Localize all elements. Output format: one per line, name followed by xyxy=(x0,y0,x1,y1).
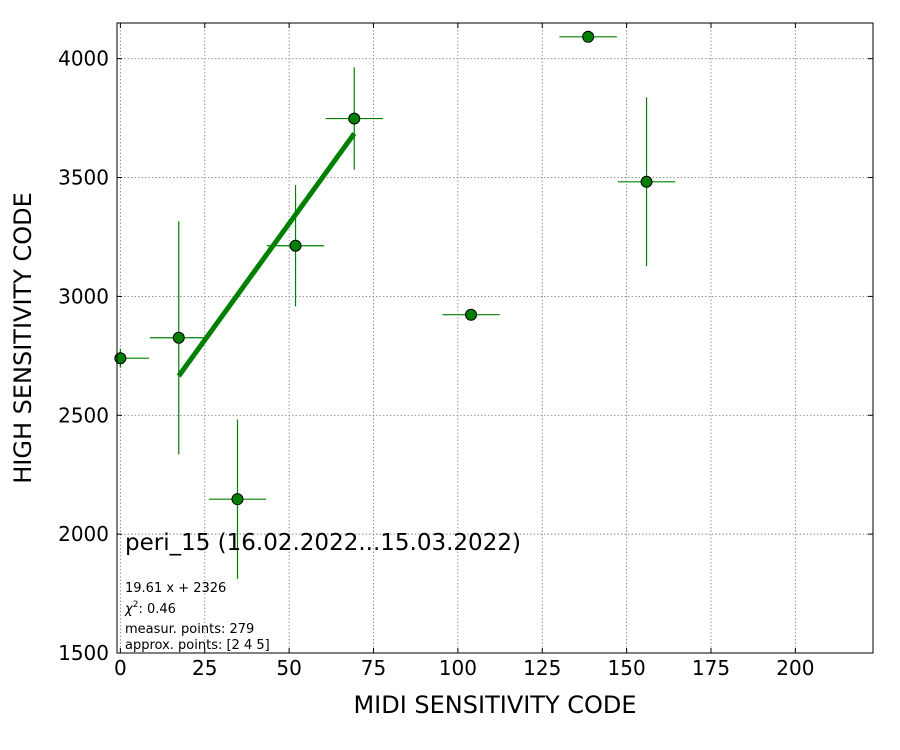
y-axis-label: HIGH SENSITIVITY CODE xyxy=(9,192,37,484)
fit-line xyxy=(176,132,357,378)
x-tick-label: 125 xyxy=(523,656,561,680)
x-tick-label: 75 xyxy=(361,656,386,680)
data-point xyxy=(465,308,478,321)
y-tick-label: 3500 xyxy=(58,166,109,190)
axis-ticks xyxy=(117,23,873,654)
x-tick-label: 175 xyxy=(692,656,730,680)
data-point xyxy=(114,352,127,365)
x-tick-label: 25 xyxy=(192,656,217,680)
error-bars xyxy=(117,36,676,579)
x-tick-labels: 0 25 50 75 100 125 150 175 200 xyxy=(114,656,814,680)
data-point xyxy=(348,112,361,125)
x-tick-label: 200 xyxy=(776,656,814,680)
y-tick-label: 3000 xyxy=(58,284,109,308)
annotation-title: peri_15 (16.02.2022...15.03.2022) xyxy=(125,530,521,556)
x-tick-label: 50 xyxy=(276,656,301,680)
data-point xyxy=(640,175,653,188)
plot-frame xyxy=(116,22,874,654)
y-tick-label: 4000 xyxy=(58,47,109,71)
x-tick-label: 150 xyxy=(608,656,646,680)
annotation-chi2: χ2: 0.46 xyxy=(124,600,176,617)
chi2-value: : 0.46 xyxy=(138,602,175,617)
data-points xyxy=(114,30,653,506)
chi2-symbol: χ xyxy=(124,602,134,617)
data-point xyxy=(582,30,595,43)
data-point xyxy=(231,493,244,506)
annotation-measured-points: measur. points: 279 xyxy=(125,622,254,637)
annotation-equation: 19.61 x + 2326 xyxy=(125,581,226,596)
grid-lines xyxy=(117,23,873,654)
fit-line-group xyxy=(176,132,357,378)
y-tick-label: 2000 xyxy=(58,522,109,546)
data-point xyxy=(172,331,185,344)
x-tick-label: 100 xyxy=(439,656,477,680)
x-axis-label: MIDI SENSITIVITY CODE xyxy=(353,691,636,719)
chi2-superscript: 2 xyxy=(133,600,139,610)
y-tick-label: 1500 xyxy=(58,641,109,665)
annotation-approx-points: approx. points: [2 4 5] xyxy=(125,638,270,653)
y-tick-labels: 1500 2000 2500 3000 3500 4000 xyxy=(58,47,109,665)
data-point xyxy=(289,239,302,252)
y-tick-label: 2500 xyxy=(58,403,109,427)
x-tick-label: 0 xyxy=(114,656,127,680)
